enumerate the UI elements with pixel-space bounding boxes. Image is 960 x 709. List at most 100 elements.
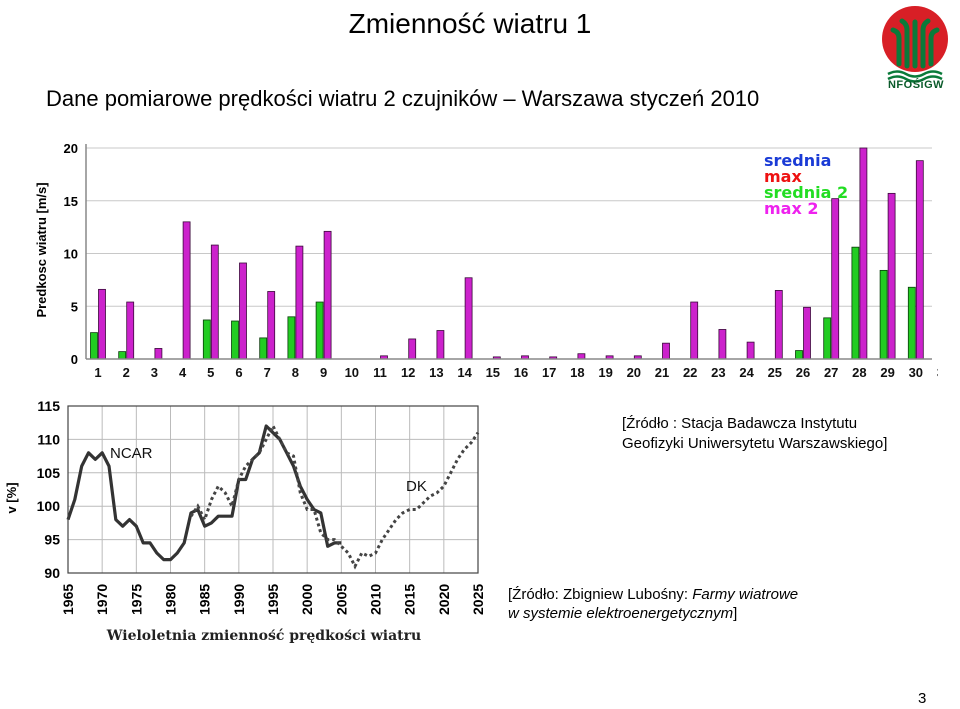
bar-xtick-label: 27 (824, 365, 838, 380)
annotation-ncar: NCAR (110, 445, 153, 462)
bar-max2-day-9 (323, 230, 332, 360)
bar-max2-day-25 (774, 290, 783, 360)
line-ytick-label: 95 (44, 532, 60, 548)
bar-xtick-label: 6 (235, 365, 242, 380)
bar-xtick-label: 4 (179, 365, 187, 380)
bar-xtick-label: 18 (570, 365, 584, 380)
bar-chart-ylabel: Predkosc wiatru [m/s] (34, 182, 49, 317)
bar-xtick-label: 23 (711, 365, 725, 380)
bar-max2-day-2 (126, 301, 135, 360)
line-xtick-label: 1990 (231, 584, 247, 615)
line-chart-xlabel: Wieloletnia zmienność prędkości wiatru (106, 628, 421, 644)
bar-xtick-label: 12 (401, 365, 415, 380)
bar-ytick-label: 15 (64, 194, 78, 209)
bar-srednia2-day-9 (315, 301, 324, 360)
chart-subtitle: Dane pomiarowe prędkości wiatru 2 czujni… (46, 86, 760, 111)
bar-xtick-label: 10 (345, 365, 359, 380)
bar-xtick-label: 20 (627, 365, 641, 380)
bar-xtick-label: 9 (320, 365, 327, 380)
bar-max2-day-12 (408, 338, 417, 360)
bar-srednia2-day-28 (851, 246, 860, 360)
line-ytick-label: 90 (44, 565, 60, 581)
bar-xtick-label: 3 (151, 365, 158, 380)
bar-max2-day-7 (267, 291, 276, 360)
line-xtick-label: 1980 (163, 584, 179, 615)
bar-xtick-label: 21 (655, 365, 669, 380)
bar-xtick-label: 29 (880, 365, 894, 380)
bar-max2-day-3 (154, 348, 163, 360)
bar-srednia2-day-30 (907, 286, 916, 360)
bar-srednia2-day-1 (90, 332, 98, 360)
bar-xtick-label: 25 (768, 365, 782, 380)
bar-max2-day-23 (718, 329, 727, 360)
bar-ytick-label: 5 (71, 299, 78, 314)
bar-max2-day-14 (464, 277, 473, 360)
legend-entry: srednia (764, 151, 831, 170)
line-ytick-label: 100 (37, 498, 61, 514)
bar-max2-day-18 (577, 353, 586, 360)
legend-entry: max 2 (764, 199, 819, 218)
bar-xtick-label: 2 (123, 365, 130, 380)
source-note-2: [Źródło: Zbigniew Lubośny: Farmy wiatrow… (508, 585, 798, 623)
logo-text: NFOŚiGW (887, 79, 945, 91)
bar-max2-day-13 (436, 330, 445, 360)
series-dk-line (189, 422, 480, 570)
bar-xtick-label: 11 (373, 365, 387, 380)
bar-max2-day-1 (98, 288, 106, 360)
source-1-line-2: Geofizyki Uniwersytetu Warszawskiego] (622, 435, 888, 452)
bar-max2-day-29 (887, 192, 896, 360)
line-chart-background (0, 390, 500, 652)
bar-xtick-label: 19 (598, 365, 612, 380)
line-xtick-label: 1970 (94, 584, 110, 615)
bar-xtick-label: 24 (739, 365, 754, 380)
bar-xtick-label: 31 (937, 365, 938, 380)
bar-srednia2-day-2 (118, 351, 127, 360)
line-ytick-label: 105 (37, 465, 61, 481)
annotation-dk: DK (406, 478, 427, 495)
bar-max2-day-5 (210, 244, 219, 360)
line-xtick-label: 1965 (60, 584, 76, 615)
bar-ytick-label: 10 (64, 247, 78, 262)
legend-entry: max (764, 167, 802, 186)
bar-srednia2-day-5 (202, 319, 211, 360)
line-plot-frame (67, 405, 479, 574)
bar-xtick-label: 8 (292, 365, 299, 380)
nfosigw-logo (882, 6, 948, 83)
bar-xtick-label: 30 (909, 365, 923, 380)
bar-max2-day-6 (239, 262, 247, 360)
slide-title: Zmienność wiatru 1 (348, 8, 592, 39)
page-number: 3 (918, 690, 927, 707)
bar-max2-day-27 (831, 198, 840, 360)
bar-srednia2-day-27 (823, 317, 832, 360)
line-ytick-label: 115 (37, 398, 60, 414)
bar-max2-day-21 (662, 342, 670, 360)
bar-max2-day-28 (859, 147, 868, 360)
bar-max2-day-22 (690, 301, 699, 360)
line-xtick-label: 2005 (333, 584, 349, 615)
bar-max2-day-8 (295, 245, 304, 360)
bar-xtick-label: 5 (207, 365, 214, 380)
bar-srednia2-day-6 (231, 320, 239, 360)
bar-chart-background (28, 132, 938, 382)
bar-srednia2-day-8 (287, 316, 296, 360)
bar-xtick-label: 14 (457, 365, 472, 380)
line-xtick-label: 1975 (128, 584, 144, 615)
line-xtick-label: 2025 (470, 584, 486, 615)
line-chart-ylabel: v [%] (4, 482, 19, 513)
line-xtick-label: 2015 (402, 584, 418, 615)
bar-xtick-label: 17 (542, 365, 556, 380)
source-note-1: [Źródło : Stacja Badawcza Instytutu Geof… (622, 414, 887, 454)
line-xtick-label: 1985 (197, 584, 213, 615)
bar-xtick-label: 22 (683, 365, 697, 380)
bar-ytick-label: 20 (64, 141, 78, 156)
source-1-line-1: [Źródło : Stacja Badawcza Instytutu (622, 415, 858, 432)
bar-xtick-label: 26 (796, 365, 810, 380)
bar-xtick-label: 1 (94, 365, 101, 380)
bar-xtick-label: 28 (852, 365, 866, 380)
line-xtick-label: 2020 (436, 584, 452, 615)
bar-srednia2-day-7 (259, 337, 268, 360)
line-ytick-label: 110 (37, 431, 60, 447)
long-term-wind-line-chart: 90 95 100 105 110 115 1965 1970 1975 1980 1985 1990… (0, 390, 500, 652)
bar-xtick-label: 15 (486, 365, 500, 380)
